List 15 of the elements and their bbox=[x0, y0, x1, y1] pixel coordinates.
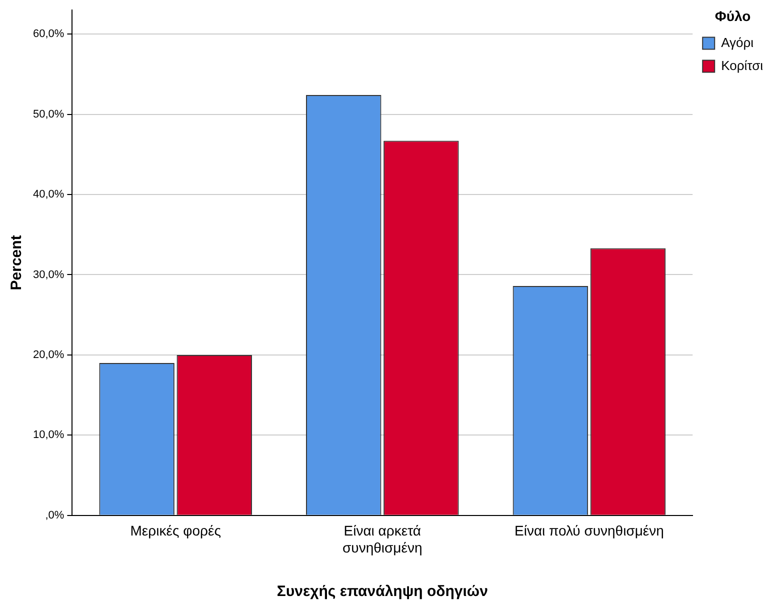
y-tick-label: 50,0% bbox=[32, 108, 64, 120]
y-axis-title: Percent bbox=[8, 235, 26, 290]
x-tick-label: Είναι αρκετά συνηθισμένη bbox=[342, 522, 422, 556]
x-tick-label: Είναι πολύ συνηθισμένη bbox=[514, 522, 664, 539]
y-tick-label: 40,0% bbox=[32, 188, 64, 201]
y-tick-label: 30,0% bbox=[32, 268, 64, 281]
y-tick-label: ,0% bbox=[45, 509, 64, 522]
y-tick-label: 20,0% bbox=[32, 348, 64, 361]
y-tick-label: 10,0% bbox=[32, 429, 64, 442]
legend-title: Φύλο bbox=[714, 8, 751, 24]
y-tick-label: 60,0% bbox=[32, 28, 64, 40]
legend-label: Αγόρι bbox=[721, 34, 754, 50]
legend-label: Κορίτσι bbox=[721, 58, 764, 73]
x-tick-label: Μερικές φορές bbox=[130, 522, 222, 539]
x-axis-title: Συνεχής επανάληψη οδηγιών bbox=[276, 583, 488, 600]
